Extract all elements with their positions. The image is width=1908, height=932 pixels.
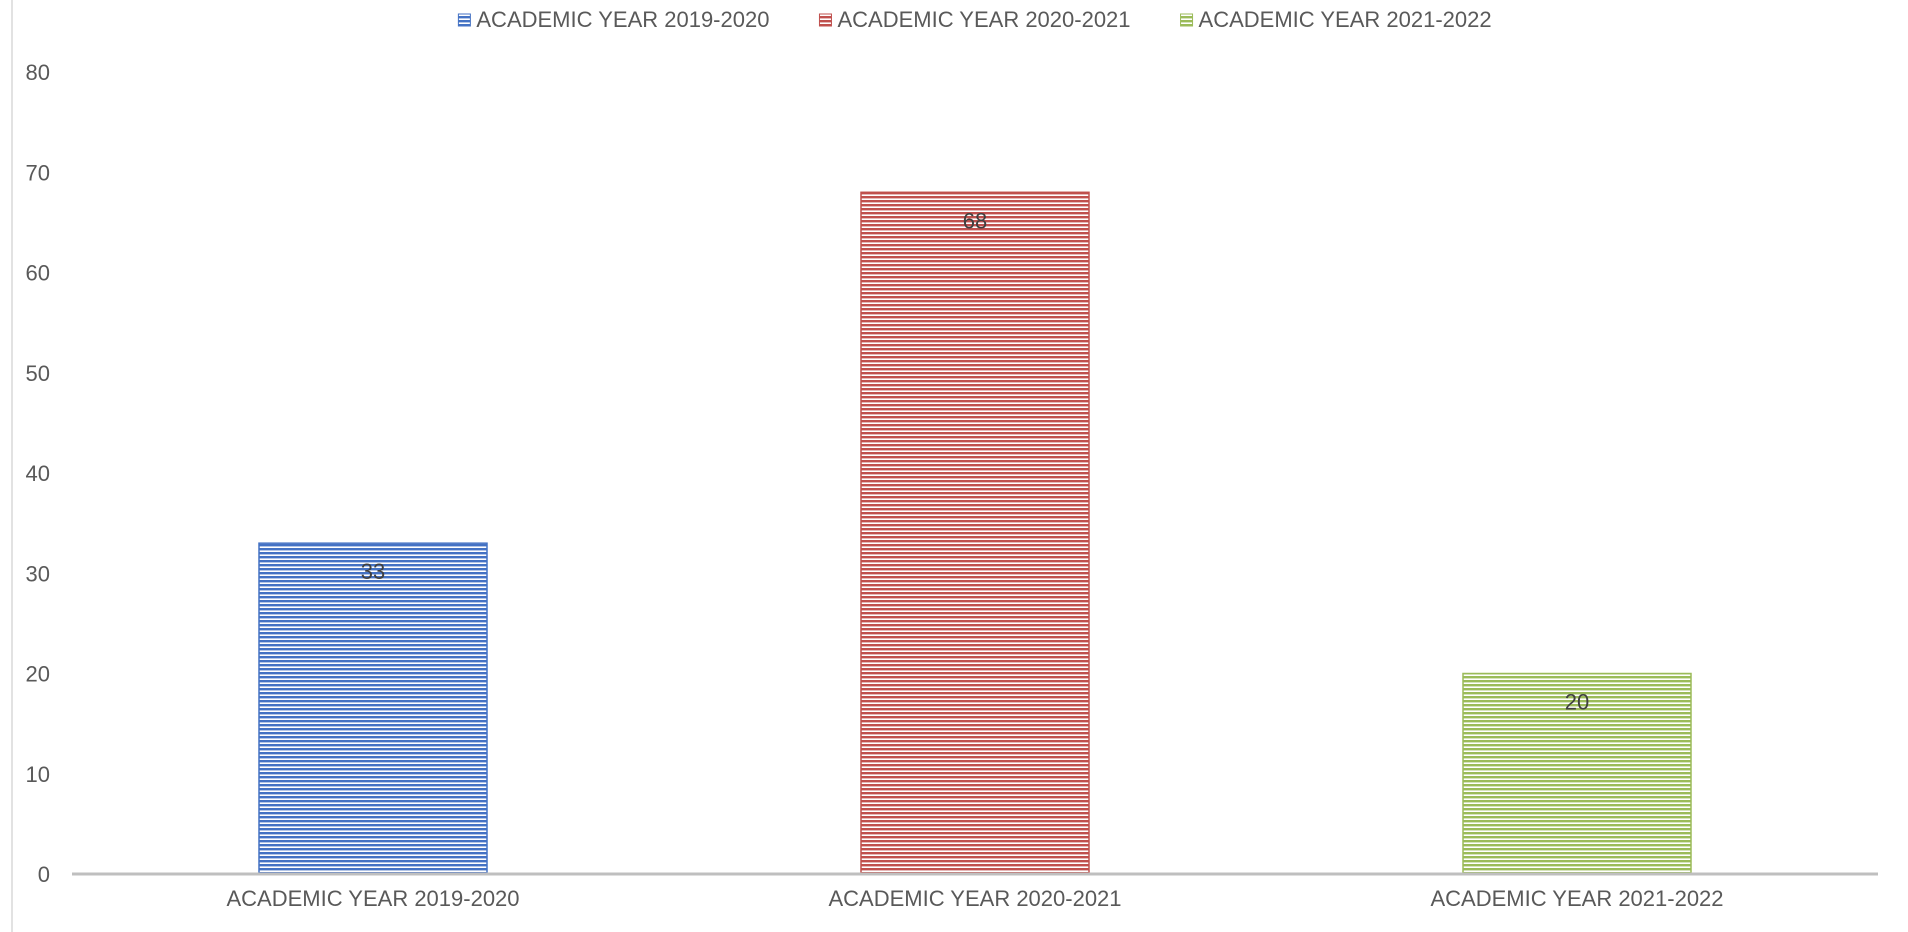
y-tick-label: 10 (26, 762, 50, 787)
y-tick-label: 40 (26, 461, 50, 486)
legend-label: ACADEMIC YEAR 2020-2021 (837, 7, 1130, 32)
y-tick-label: 70 (26, 160, 50, 185)
y-axis: 0 10 20 30 40 50 60 70 80 (26, 60, 50, 887)
x-tick-label: ACADEMIC YEAR 2019-2020 (226, 886, 519, 911)
data-label: 33 (361, 559, 385, 584)
legend-label: ACADEMIC YEAR 2021-2022 (1199, 7, 1492, 32)
legend-item: ACADEMIC YEAR 2019-2020 (457, 7, 769, 32)
y-tick-label: 60 (26, 261, 50, 286)
legend-item: ACADEMIC YEAR 2020-2021 (818, 7, 1131, 32)
data-labels: 33 68 20 (361, 208, 1589, 714)
data-label: 68 (963, 208, 987, 233)
x-tick-label: ACADEMIC YEAR 2021-2022 (1430, 886, 1723, 911)
x-axis: ACADEMIC YEAR 2019-2020 ACADEMIC YEAR 202… (226, 886, 1723, 911)
data-label: 20 (1565, 690, 1589, 715)
legend-swatch (457, 13, 471, 27)
y-tick-label: 0 (38, 862, 50, 887)
y-tick-label: 30 (26, 561, 50, 586)
legend-swatch (818, 13, 832, 27)
legend-swatch (1180, 13, 1194, 27)
legend-item: ACADEMIC YEAR 2021-2022 (1180, 7, 1492, 32)
bar (258, 542, 488, 875)
bar (860, 191, 1090, 875)
legend-label: ACADEMIC YEAR 2019-2020 (476, 7, 769, 32)
y-tick-label: 50 (26, 361, 50, 386)
y-tick-label: 80 (26, 60, 50, 85)
x-tick-label: ACADEMIC YEAR 2020-2021 (828, 886, 1121, 911)
bars (258, 191, 1692, 875)
legend: ACADEMIC YEAR 2019-2020 ACADEMIC YEAR 202… (457, 7, 1492, 32)
y-tick-label: 20 (26, 662, 50, 687)
